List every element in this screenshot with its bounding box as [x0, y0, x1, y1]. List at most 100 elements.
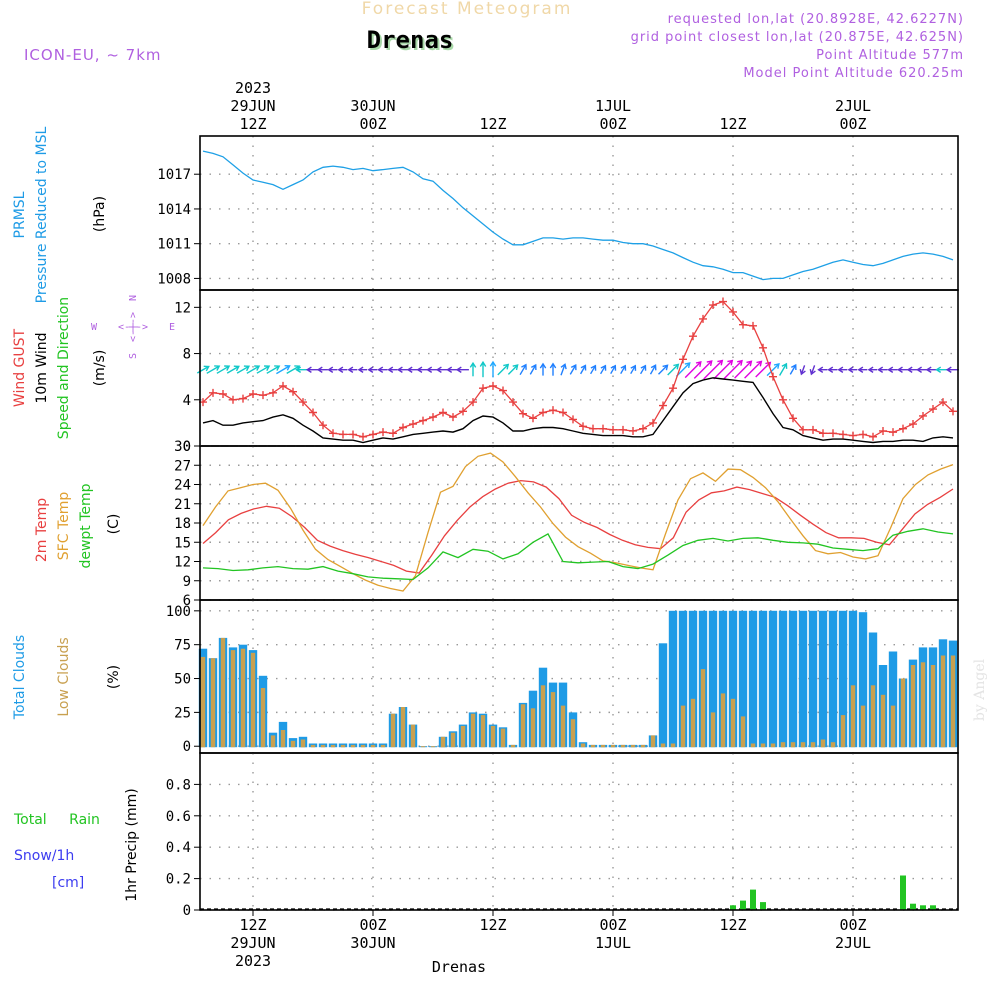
low-clouds-bar [250, 652, 256, 748]
wind-direction-arrow [713, 360, 733, 380]
product-title: Forecast Meteogram [362, 0, 573, 19]
time-axis-label: 00Z [839, 115, 866, 133]
wind-gust-marker [679, 355, 687, 364]
y-tick-label: 1011 [157, 237, 191, 253]
wind-arrow-head [600, 364, 607, 371]
wind-arrow-head [790, 363, 797, 371]
model-label: ICON-EU, ~ 7km [24, 46, 162, 64]
wind-arrow-head [479, 360, 487, 367]
time-axis-label: 00Z [839, 916, 866, 934]
low-clouds-bar [630, 744, 636, 748]
wind-arrow-head [867, 366, 874, 373]
time-axis-label: 00Z [599, 115, 626, 133]
low-clouds-bar [700, 669, 706, 748]
time-axis-label: 1JUL [595, 97, 631, 115]
wind-direction-arrow [569, 364, 577, 375]
low-clouds-bar [340, 744, 346, 748]
wind-direction-arrow [675, 362, 691, 377]
low-clouds-bar [500, 728, 506, 748]
wind-direction-arrow [744, 360, 762, 379]
wind-arrow-head [925, 366, 932, 373]
low-clouds-bar [740, 716, 746, 748]
wind-arrow-head [426, 366, 433, 373]
wind-gust-marker [819, 429, 827, 438]
wind-direction-arrow [684, 361, 702, 379]
wind-arrow-head [549, 362, 557, 369]
y-tick-label: 24 [174, 478, 191, 494]
wind-direction-arrow [755, 362, 771, 378]
wind-gust-marker [749, 321, 757, 330]
low-clouds-bar [200, 656, 206, 748]
pressure-msl-label: Pressure Reduced to MSL [34, 126, 50, 303]
wind-gust-marker [209, 388, 217, 397]
wind-arrow-head [799, 369, 806, 376]
total-clouds-bar [708, 610, 718, 748]
total-clouds-bar [798, 610, 808, 748]
wind-gust-marker [639, 424, 647, 433]
wind-arrow-head [945, 366, 952, 373]
wind-arrow-head [377, 366, 384, 373]
low-clouds-bar [930, 665, 936, 748]
wind-unit-label: (m/s) [92, 350, 108, 387]
wind-arrow-head [489, 360, 497, 367]
wind-arrow-head [337, 366, 344, 373]
low-clouds-bar [610, 744, 616, 748]
low-clouds-bar [680, 705, 686, 748]
wind-direction-arrow [519, 364, 527, 376]
wind-gust-marker [479, 384, 487, 393]
total-clouds-bar [808, 610, 818, 748]
wind-arrow-head [539, 362, 547, 369]
wind-direction-arrow [639, 365, 647, 375]
low-clouds-bar [570, 719, 576, 748]
wind-gust-marker [939, 398, 947, 407]
wind-arrow-head [590, 364, 597, 371]
wind-direction-arrow [649, 364, 657, 375]
y-tick-label: 4 [183, 393, 191, 409]
time-axis-label: 00Z [599, 916, 626, 934]
wind-direction-arrow [658, 364, 668, 375]
wind-arrow-head [512, 364, 519, 371]
time-axis-label: 2023 [235, 79, 271, 97]
wind-arrow-head [706, 360, 713, 367]
wind-gust-marker [259, 391, 267, 400]
wind-gust-marker [389, 429, 397, 438]
wind-gust-marker [709, 301, 717, 310]
wind-arrow-head [746, 360, 753, 367]
wind-arrow-head [662, 364, 669, 371]
low-clouds-bar [280, 730, 286, 748]
total-clouds-bar [778, 610, 788, 748]
y-tick-label: 1014 [157, 202, 191, 218]
low-clouds-bar [240, 648, 246, 748]
compass-west: W [91, 322, 98, 333]
time-axis-label: 12Z [239, 916, 266, 934]
wind-gust-marker [569, 415, 577, 424]
y-tick-label: 0.8 [166, 777, 191, 793]
low-clouds-bar [950, 655, 956, 748]
wind-direction-arrow [226, 365, 240, 374]
total-clouds-bar [828, 610, 838, 748]
total-clouds-bar [738, 610, 748, 748]
total-clouds-bar [658, 643, 668, 748]
wind-direction-arrow [599, 365, 607, 375]
y-tick-label: 0.4 [166, 840, 191, 856]
y-tick-label: 9 [183, 574, 191, 590]
sfc-temp-line [202, 452, 954, 592]
wind-arrow-head [254, 365, 261, 371]
wind-gust-marker [549, 406, 557, 415]
2m-temp-line [202, 479, 954, 574]
wind-gust-marker [379, 428, 387, 437]
low-clouds-bar [310, 744, 316, 748]
low-clouds-bar [580, 743, 586, 748]
pressure-side-labels: PRMSL Pressure Reduced to MSL (hPa) [12, 126, 108, 303]
low-clouds-bar [440, 736, 446, 748]
total-clouds-bar [718, 610, 728, 748]
compass-south: S [128, 353, 139, 359]
watermark: by Angel [972, 658, 988, 721]
wind-gust-marker [489, 381, 497, 390]
low-clouds-bar [300, 739, 306, 748]
low-clouds-bar [760, 743, 766, 748]
y-tick-label: 18 [174, 516, 191, 532]
wind-arrow-head [316, 366, 323, 373]
wind-arrow-head [935, 366, 942, 373]
